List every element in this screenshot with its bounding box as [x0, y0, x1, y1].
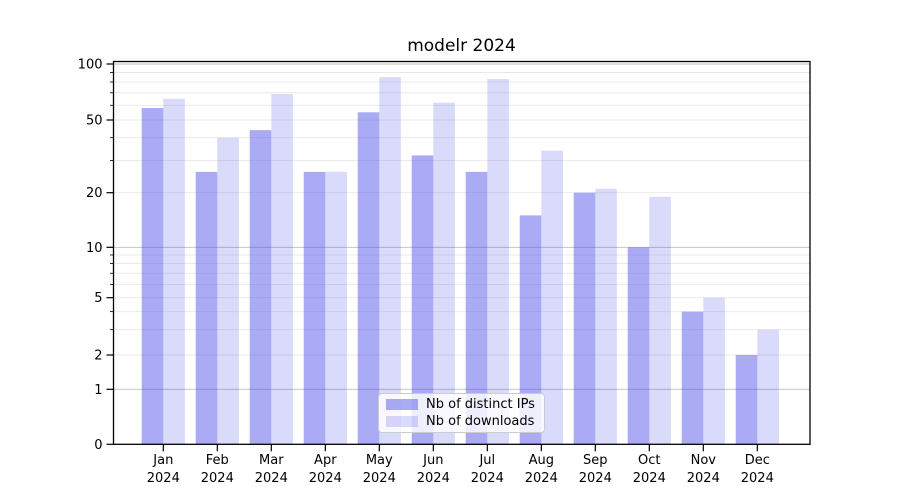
bar-downloads-aug [541, 150, 563, 445]
x-tick-label-oct: Oct 2024 [633, 453, 666, 486]
bar-ips-oct [627, 247, 650, 445]
bar-ips-jan [141, 108, 164, 445]
bar-ips-aug [519, 215, 542, 445]
bar-downloads-apr [325, 171, 347, 445]
y-tick-label-50: 50 [86, 114, 103, 129]
bar-ips-apr [303, 171, 326, 445]
bar-ips-nov [681, 311, 704, 445]
bar-ips-jun [411, 155, 434, 445]
y-tick-label-2: 2 [94, 349, 102, 364]
legend-row-downloads: Nb of downloads [386, 413, 537, 430]
legend: Nb of distinct IPs Nb of downloads [378, 393, 545, 433]
y-tick-label-100: 100 [78, 58, 103, 73]
legend-row-ips: Nb of distinct IPs [386, 396, 537, 413]
gridlines [113, 63, 810, 390]
bar-downloads-oct [649, 196, 671, 445]
plot-border [112, 60, 811, 445]
x-axis-ticks: Jan 2024 Feb 2024 Mar 2024 Apr 2024 May 2024 Jun 20… [147, 444, 774, 486]
x-tick-label-sep: Sep 2024 [579, 453, 612, 486]
bar-downloads-sep [595, 188, 617, 445]
bar-ips-dec [735, 355, 758, 445]
x-tick-label-may: May 2024 [363, 453, 396, 486]
legend-swatch-downloads [386, 416, 418, 427]
bar-downloads-nov [703, 297, 725, 445]
axes [112, 60, 811, 445]
bar-downloads-dec [757, 329, 779, 445]
bar-ips-jul [465, 171, 488, 445]
x-tick-label-jun: Jun 2024 [417, 453, 450, 486]
bar-downloads-jan [163, 98, 185, 445]
bar-downloads-may [379, 77, 401, 445]
legend-label-downloads: Nb of downloads [426, 414, 535, 429]
bar-ips-mar [249, 130, 272, 445]
legend-label-ips: Nb of distinct IPs [426, 397, 535, 412]
x-tick-label-aug: Aug 2024 [525, 453, 558, 486]
bar-downloads-mar [271, 93, 293, 445]
bar-ips-feb [195, 171, 218, 445]
x-tick-label-jan: Jan 2024 [147, 453, 180, 486]
x-tick-label-mar: Mar 2024 [255, 453, 288, 486]
bars-group [141, 77, 779, 445]
bar-ips-sep [573, 192, 596, 445]
y-tick-label-1: 1 [94, 383, 102, 398]
chart-title: modelr 2024 [407, 36, 516, 56]
y-axis-ticks: 0 1 2 5 10 20 50 100 [78, 58, 114, 453]
y-tick-label-10: 10 [86, 241, 103, 256]
x-tick-label-apr: Apr 2024 [309, 453, 342, 486]
y-tick-label-5: 5 [94, 291, 102, 306]
x-tick-label-nov: Nov 2024 [687, 453, 720, 486]
bar-downloads-jul [487, 79, 509, 445]
x-tick-label-jul: Jul 2024 [471, 453, 504, 486]
y-tick-label-0: 0 [94, 438, 102, 453]
x-tick-label-dec: Dec 2024 [741, 453, 774, 486]
bar-downloads-jun [433, 102, 455, 445]
bar-ips-may [357, 112, 380, 445]
y-tick-label-20: 20 [86, 186, 103, 201]
legend-swatch-ips [386, 399, 418, 410]
x-tick-label-feb: Feb 2024 [201, 453, 234, 486]
bar-downloads-feb [217, 137, 239, 445]
